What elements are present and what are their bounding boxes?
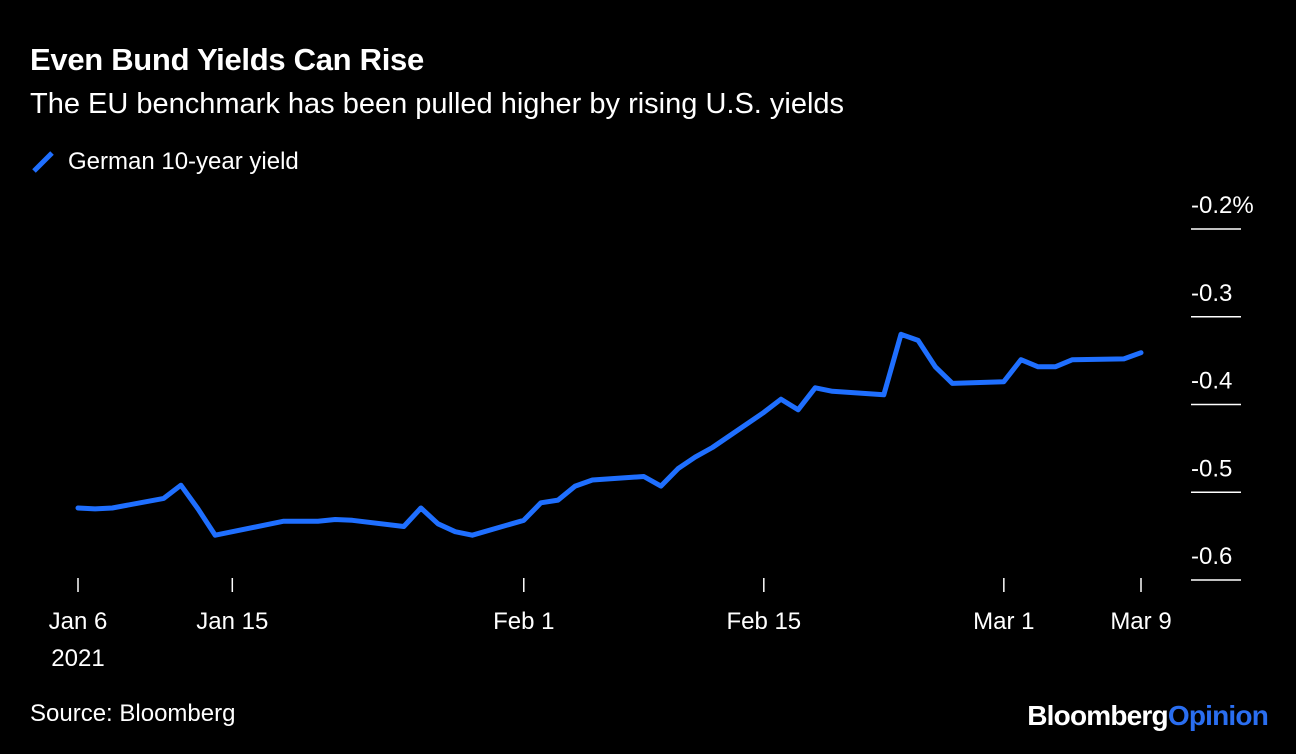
bloomberg-opinion-logo: BloombergOpinion xyxy=(1027,700,1269,732)
x-tick-sublabel: 2021 xyxy=(51,645,104,672)
chart-title: Even Bund Yields Can Rise xyxy=(30,42,424,77)
x-tick-label: Jan 15 xyxy=(196,608,268,635)
legend-label: German 10-year yield xyxy=(68,148,299,175)
y-tick-label: -0.3 xyxy=(1191,280,1232,307)
x-tick-label: Mar 1 xyxy=(973,608,1034,635)
x-tick-label: Feb 1 xyxy=(493,608,554,635)
y-tick-label: -0.2% xyxy=(1191,192,1254,219)
chart-canvas: -0.2% -0.3 -0.4 -0.5 -0.6 Jan 6 2021 Jan 15 Feb … xyxy=(49,192,1254,672)
logo-opinion: Opinion xyxy=(1167,700,1269,731)
y-tick-label: -0.6 xyxy=(1191,543,1232,570)
chart-subtitle: The EU benchmark has been pulled higher … xyxy=(30,88,845,120)
x-tick-label: Jan 6 xyxy=(49,608,108,635)
y-tick-label: -0.4 xyxy=(1191,368,1232,395)
logo-bloomberg: Bloomberg xyxy=(1027,700,1168,731)
source-note: Source: Bloomberg xyxy=(30,700,236,727)
y-tick-label: -0.5 xyxy=(1191,455,1232,482)
x-tick-label: Mar 9 xyxy=(1110,608,1171,635)
legend: German 10-year yield xyxy=(30,148,299,176)
series-line-german-10-year-yield xyxy=(75,331,1144,538)
legend-swatch xyxy=(32,151,54,173)
x-tick-label: Feb 15 xyxy=(726,608,801,635)
